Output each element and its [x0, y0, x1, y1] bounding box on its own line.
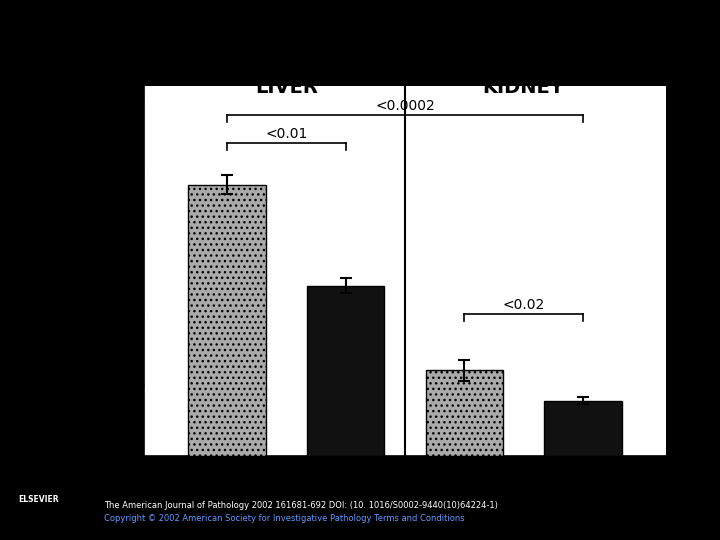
- Text: Copyright © 2002 American Society for Investigative Pathology Terms and Conditio: Copyright © 2002 American Society for In…: [104, 514, 465, 523]
- Y-axis label: HMGCR / GADPH: HMGCR / GADPH: [96, 195, 114, 348]
- Text: LIVER: LIVER: [255, 78, 318, 97]
- Bar: [426, 370, 503, 456]
- Text: Figure 3: Figure 3: [329, 19, 391, 34]
- Text: ELSEVIER: ELSEVIER: [18, 495, 58, 504]
- Text: <0.0002: <0.0002: [375, 99, 435, 113]
- Bar: [189, 185, 266, 456]
- Text: KIDNEY: KIDNEY: [482, 78, 564, 97]
- Bar: [307, 286, 384, 456]
- Text: <0.01: <0.01: [265, 127, 307, 141]
- Text: <0.02: <0.02: [503, 298, 545, 312]
- Text: The American Journal of Pathology 2002 161681-692 DOI: (10. 1016/S0002-9440(10)6: The American Journal of Pathology 2002 1…: [104, 501, 498, 510]
- Bar: [544, 401, 621, 456]
